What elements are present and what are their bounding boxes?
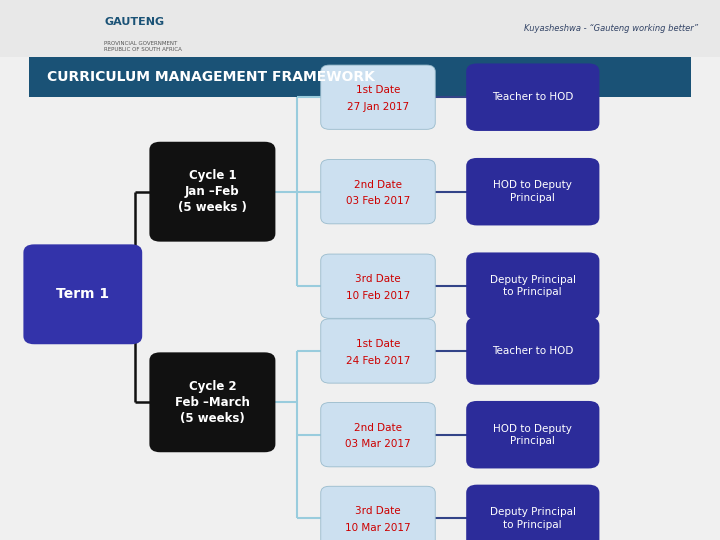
FancyBboxPatch shape	[321, 254, 435, 319]
FancyBboxPatch shape	[321, 403, 435, 467]
FancyBboxPatch shape	[321, 319, 435, 383]
Text: Teacher to HOD: Teacher to HOD	[492, 92, 574, 102]
Text: 1st Date: 1st Date	[356, 339, 400, 349]
Text: Deputy Principal
to Principal: Deputy Principal to Principal	[490, 275, 576, 298]
Text: 3rd Date: 3rd Date	[355, 274, 401, 284]
Text: 10 Feb 2017: 10 Feb 2017	[346, 291, 410, 301]
FancyBboxPatch shape	[321, 160, 435, 224]
Text: HOD to Deputy
Principal: HOD to Deputy Principal	[493, 423, 572, 446]
Text: 03 Feb 2017: 03 Feb 2017	[346, 197, 410, 206]
FancyBboxPatch shape	[467, 401, 599, 468]
Text: Kuyasheshwa - “Gauteng working better”: Kuyasheshwa - “Gauteng working better”	[524, 24, 698, 33]
Text: 2nd Date: 2nd Date	[354, 180, 402, 190]
Text: HOD to Deputy
Principal: HOD to Deputy Principal	[493, 180, 572, 203]
FancyBboxPatch shape	[467, 158, 599, 226]
Text: GAUTENG: GAUTENG	[104, 17, 165, 26]
Text: Cycle 1
Jan –Feb
(5 weeks ): Cycle 1 Jan –Feb (5 weeks )	[178, 169, 247, 214]
FancyBboxPatch shape	[467, 252, 599, 320]
FancyBboxPatch shape	[467, 317, 599, 384]
FancyBboxPatch shape	[467, 485, 599, 540]
Text: 03 Mar 2017: 03 Mar 2017	[345, 440, 411, 449]
FancyBboxPatch shape	[0, 0, 720, 57]
FancyBboxPatch shape	[150, 353, 275, 453]
FancyBboxPatch shape	[150, 141, 275, 241]
Text: 27 Jan 2017: 27 Jan 2017	[347, 102, 409, 112]
Text: 24 Feb 2017: 24 Feb 2017	[346, 356, 410, 366]
Text: 10 Mar 2017: 10 Mar 2017	[345, 523, 411, 533]
FancyBboxPatch shape	[321, 486, 435, 540]
Text: Cycle 2
Feb –March
(5 weeks): Cycle 2 Feb –March (5 weeks)	[175, 380, 250, 425]
Text: Term 1: Term 1	[56, 287, 109, 301]
Text: 3rd Date: 3rd Date	[355, 507, 401, 516]
Text: Teacher to HOD: Teacher to HOD	[492, 346, 574, 356]
Text: 1st Date: 1st Date	[356, 85, 400, 95]
Text: PROVINCIAL GOVERNMENT
REPUBLIC OF SOUTH AFRICA: PROVINCIAL GOVERNMENT REPUBLIC OF SOUTH …	[104, 41, 182, 52]
FancyBboxPatch shape	[29, 57, 691, 97]
Text: 2nd Date: 2nd Date	[354, 423, 402, 433]
Text: CURRICULUM MANAGEMENT FRAMEWORK: CURRICULUM MANAGEMENT FRAMEWORK	[47, 70, 374, 84]
FancyBboxPatch shape	[23, 244, 143, 345]
FancyBboxPatch shape	[321, 65, 435, 130]
Text: Deputy Principal
to Principal: Deputy Principal to Principal	[490, 507, 576, 530]
FancyBboxPatch shape	[467, 64, 599, 131]
